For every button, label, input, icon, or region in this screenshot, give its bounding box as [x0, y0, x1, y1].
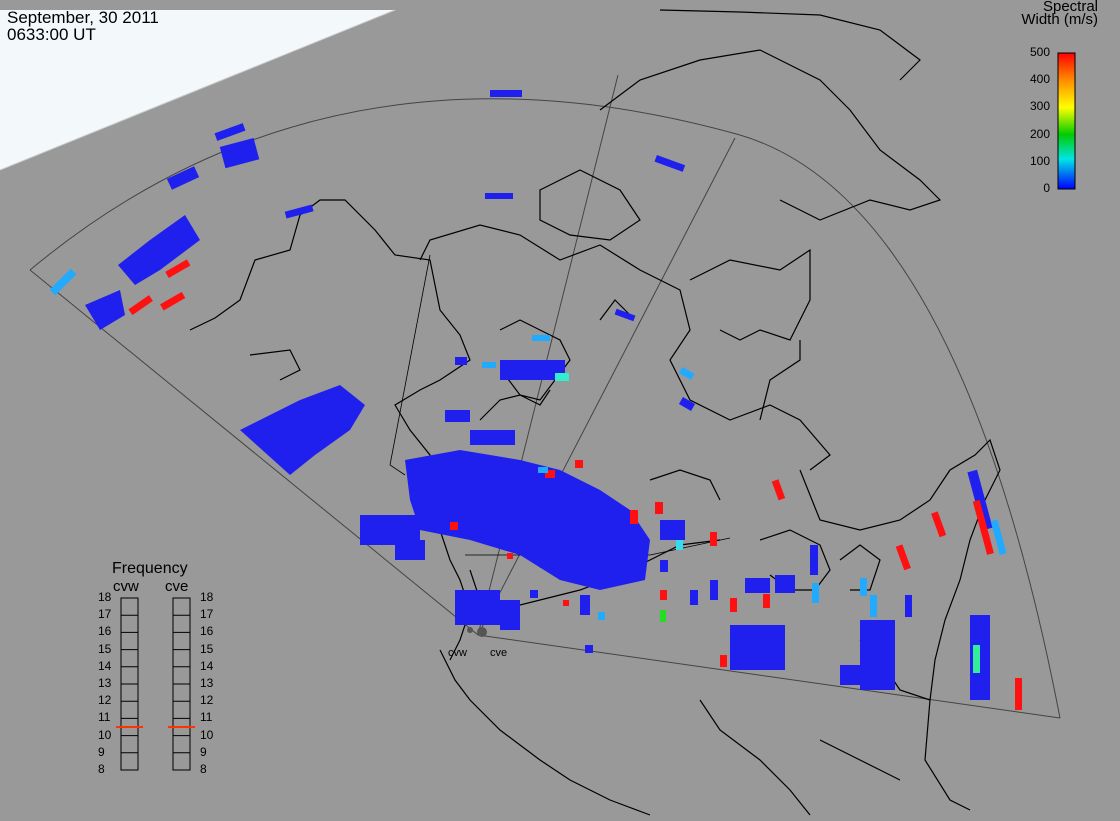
frequency-tick-left: 13 [98, 676, 112, 690]
radar-site-label-west: cvw [448, 647, 467, 659]
frequency-tick-left: 8 [98, 762, 105, 776]
frequency-tick-left: 12 [98, 693, 112, 708]
frequency-tick-left: 11 [98, 710, 111, 725]
frequency-tick-right: 10 [200, 727, 214, 742]
frequency-tick-left: 18 [98, 590, 112, 604]
colorbar-tick: 400 [1029, 72, 1050, 87]
time-label: 0633:00 UT [7, 25, 96, 44]
frequency-tick-right: 15 [200, 641, 214, 656]
frequency-tick-left: 10 [98, 727, 112, 742]
colorbar-tick: 300 [1029, 99, 1050, 114]
frequency-label-cvw: cvw [113, 578, 139, 595]
frequency-tick-right: 18 [200, 590, 214, 604]
high-width-cells [128, 259, 1022, 710]
mid-width-cells [49, 268, 1007, 620]
frequency-tick-right: 11 [200, 710, 213, 725]
frequency-title: Frequency [112, 560, 188, 577]
frequency-tick-right: 16 [200, 624, 214, 639]
frequency-tick-right: 12 [200, 693, 214, 708]
radar-sites [467, 627, 487, 637]
colorbar-title-line1: Spectral [1042, 0, 1098, 15]
frequency-tick-left: 14 [98, 658, 112, 673]
frequency-tick-left: 16 [98, 624, 112, 639]
coastlines [189, 9, 1001, 816]
frequency-tick-right: 9 [200, 744, 207, 759]
date-label: September, 30 2011 [7, 8, 159, 27]
frequency-label-cve: cve [165, 578, 189, 595]
frequency-tick-left: 15 [98, 641, 112, 656]
frequency-tick-right: 13 [200, 676, 214, 690]
frequency-tick-right: 14 [200, 658, 214, 673]
frequency-grid [121, 614, 190, 754]
radar-site-label-east: cve [490, 647, 508, 659]
colorbar-title-line2: Width (m/s) [1021, 11, 1098, 28]
colorbar-tick: 200 [1029, 126, 1050, 141]
colorbar-tick: 500 [1029, 45, 1050, 59]
frequency-tick-right: 17 [200, 607, 214, 622]
colorbar [1057, 52, 1076, 190]
frequency-tick-right: 8 [200, 762, 207, 776]
colorbar-tick: 100 [1029, 153, 1050, 168]
frequency-tick-left: 17 [98, 607, 112, 622]
daylight-terminator [0, 9, 396, 171]
colorbar-tick: 0 [1043, 181, 1050, 195]
scatter-cells [85, 90, 993, 700]
frequency-tick-left: 9 [98, 744, 105, 759]
low-width-mix-cells [555, 373, 980, 673]
